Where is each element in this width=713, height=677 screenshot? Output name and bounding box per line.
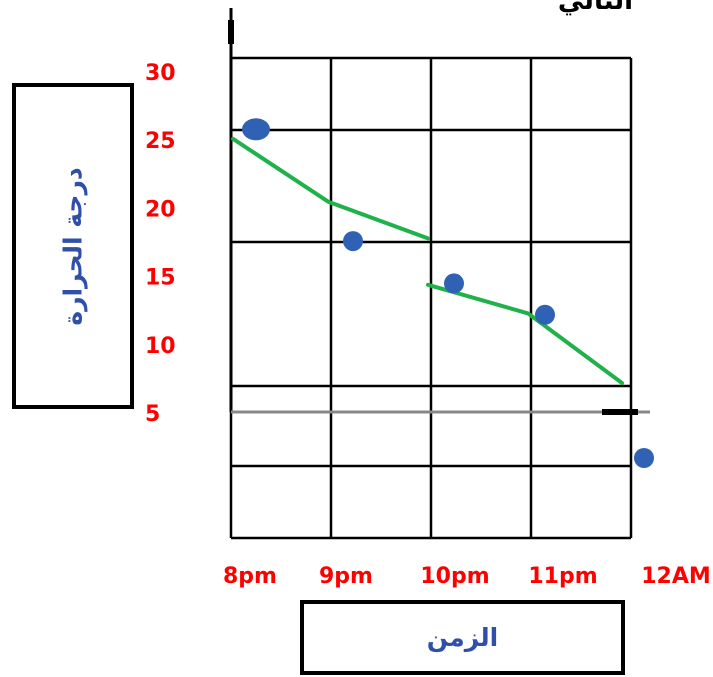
- data-point: [634, 448, 654, 468]
- x-axis-label-box: الزمن: [300, 600, 625, 675]
- data-point: [343, 231, 363, 252]
- chart-axes: [228, 8, 650, 415]
- data-point: [535, 304, 555, 325]
- y-tick-label: 10: [145, 334, 176, 359]
- y-tick-labels: 30 25 20 15 10 5: [145, 61, 176, 427]
- y-axis-label-box: درجة الحرارة: [12, 83, 134, 409]
- x-tick-label: 10pm: [420, 564, 489, 589]
- y-axis-label: درجة الحرارة: [58, 166, 88, 326]
- line-segment: [231, 136, 430, 241]
- x-tick-label: 9pm: [319, 564, 373, 589]
- data-point: [242, 118, 270, 141]
- y-tick-label: 5: [145, 402, 160, 427]
- x-axis-label: الزمن: [426, 623, 499, 652]
- data-point: [444, 273, 464, 294]
- y-tick-label: 20: [145, 197, 176, 222]
- y-tick-label: 25: [145, 129, 176, 154]
- temperature-points: [242, 118, 654, 468]
- y-tick-label: 30: [145, 61, 176, 86]
- page-title: التالي: [557, 0, 633, 16]
- chart-grid: [229, 56, 633, 540]
- x-tick-labels: 8pm 9pm 10pm 11pm 12AM: [223, 564, 711, 589]
- x-tick-label: 11pm: [528, 564, 597, 589]
- temperature-line: [231, 136, 624, 385]
- x-tick-label: 8pm: [223, 564, 277, 589]
- line-segment: [426, 282, 624, 385]
- y-tick-label: 15: [145, 266, 176, 291]
- x-tick-label: 12AM: [641, 564, 711, 589]
